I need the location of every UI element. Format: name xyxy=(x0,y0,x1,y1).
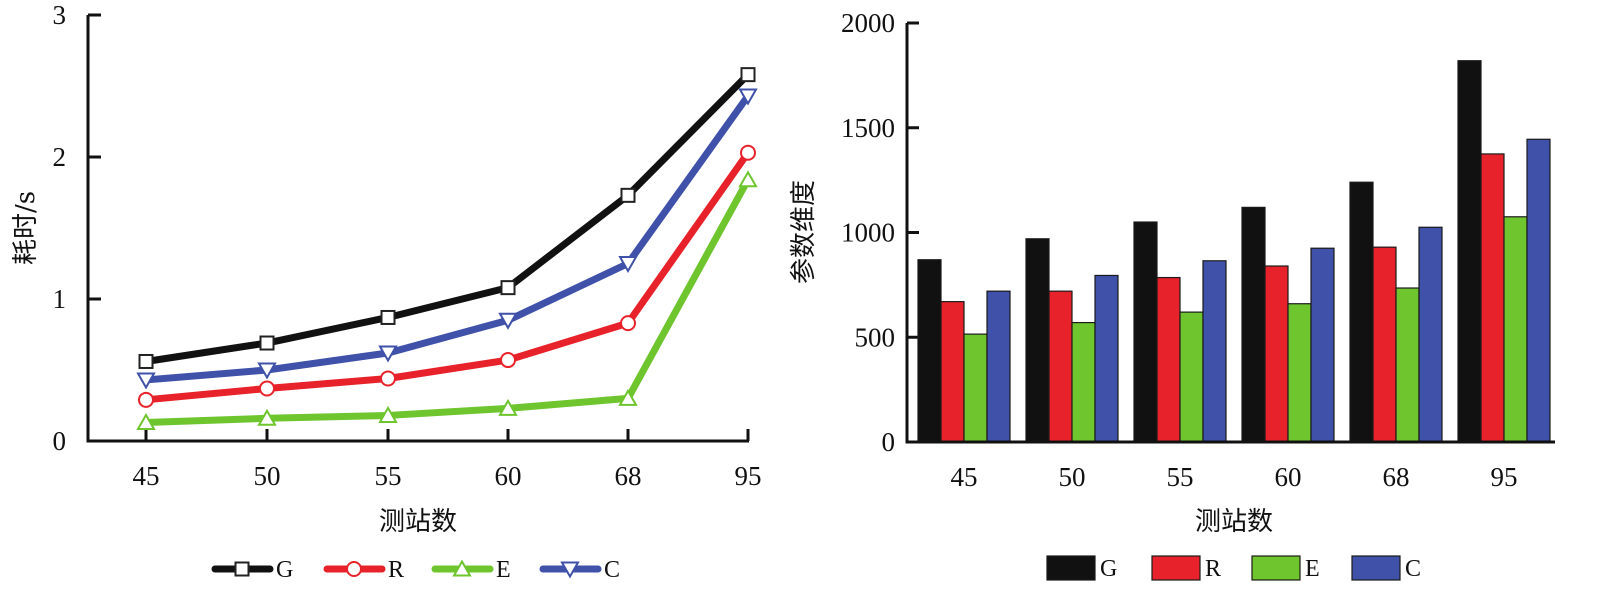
bar-E-50 xyxy=(1071,321,1096,443)
bar-chart-y-tick-label: 1000 xyxy=(841,218,895,248)
legend-label-G: G xyxy=(276,557,293,583)
bar-legend-label-C: C xyxy=(1405,556,1421,582)
legend-swatch-C xyxy=(1351,555,1401,581)
bar-C-60 xyxy=(1310,247,1335,443)
line-chart-x-tick-label: 60 xyxy=(495,461,522,491)
bar-G-68 xyxy=(1349,181,1374,443)
bar-R-95 xyxy=(1480,153,1505,443)
line-point-G-95 xyxy=(740,67,756,83)
bar-chart-y-tick-label: 0 xyxy=(882,427,896,457)
bar-chart-y-tick-label: 1500 xyxy=(841,113,895,143)
line-point-G-45 xyxy=(138,353,154,369)
bar-chart-y-tick-label: 2000 xyxy=(841,8,895,38)
line-point-E-60 xyxy=(498,398,518,416)
line-point-E-50 xyxy=(257,408,277,426)
bar-G-45 xyxy=(917,259,942,443)
line-point-G-68 xyxy=(620,187,636,203)
line-point-E-55 xyxy=(378,405,398,423)
bar-chart-x-tick-label: 95 xyxy=(1491,462,1518,492)
bar-R-50 xyxy=(1048,290,1073,443)
line-series-G xyxy=(142,71,752,365)
legend-label-C: C xyxy=(604,557,620,583)
legend-label-E: E xyxy=(496,557,511,583)
bar-chart-x-tick-label: 68 xyxy=(1383,462,1410,492)
line-point-C-95 xyxy=(738,88,758,106)
line-point-R-95 xyxy=(740,144,756,161)
bar-E-60 xyxy=(1287,303,1312,443)
line-point-R-50 xyxy=(259,380,275,397)
legend-marker-R xyxy=(346,561,362,577)
line-chart-y-tick-label: 2 xyxy=(53,142,67,172)
bar-R-55 xyxy=(1156,276,1181,443)
line-point-G-55 xyxy=(380,309,396,325)
line-chart-y-tick-label: 3 xyxy=(53,0,67,30)
bar-chart-ylabel: 参数维度 xyxy=(789,180,819,284)
bar-chart-dimension: 参数维度 测站数 0 500 1000 1500 2000 45 50 55 60 68 95 G R E… xyxy=(789,8,1555,582)
line-chart-x-tick-label: 55 xyxy=(375,461,402,491)
line-chart-ylabel: 耗时/s xyxy=(11,191,41,265)
bar-C-55 xyxy=(1202,260,1227,443)
line-chart-xlabel: 测站数 xyxy=(379,507,457,537)
line-point-R-55 xyxy=(380,370,396,387)
bar-C-50 xyxy=(1094,274,1119,443)
line-chart-x-tick-label: 45 xyxy=(133,461,160,491)
bar-legend-label-R: R xyxy=(1205,556,1221,582)
bar-chart-x-tick-label: 55 xyxy=(1167,462,1194,492)
bar-G-95 xyxy=(1457,60,1482,443)
line-chart-x-tick-label: 68 xyxy=(615,461,642,491)
line-point-C-45 xyxy=(136,372,156,390)
bar-C-45 xyxy=(986,290,1011,443)
line-chart-y-tick-label: 1 xyxy=(53,284,67,314)
legend-marker-G xyxy=(234,561,250,577)
line-point-G-60 xyxy=(500,280,516,296)
legend-marker-C xyxy=(560,561,580,579)
line-point-G-50 xyxy=(259,335,275,351)
line-point-E-68 xyxy=(618,388,638,406)
legend-swatch-R xyxy=(1151,555,1201,581)
line-point-C-60 xyxy=(498,312,518,330)
bar-G-60 xyxy=(1241,206,1266,443)
line-point-R-45 xyxy=(138,391,154,408)
line-chart-y-tick-label: 0 xyxy=(53,426,67,456)
line-series-E xyxy=(142,176,752,427)
bar-E-55 xyxy=(1179,311,1204,443)
bar-legend-label-E: E xyxy=(1305,556,1320,582)
legend-swatch-G xyxy=(1046,555,1096,581)
line-point-C-50 xyxy=(257,362,277,380)
bar-C-68 xyxy=(1418,226,1443,443)
line-point-C-55 xyxy=(378,345,398,363)
line-point-R-68 xyxy=(620,315,636,332)
bar-E-45 xyxy=(963,333,988,443)
line-series-C xyxy=(142,92,752,384)
legend-marker-E xyxy=(452,559,472,577)
bar-chart-x-tick-label: 45 xyxy=(951,462,978,492)
bar-chart-x-tick-label: 50 xyxy=(1059,462,1086,492)
bar-chart-xlabel: 测站数 xyxy=(1195,507,1273,537)
bar-G-55 xyxy=(1133,221,1158,443)
bar-G-50 xyxy=(1025,238,1050,443)
bar-chart-x-tick-label: 60 xyxy=(1275,462,1302,492)
line-chart-x-tick-label: 50 xyxy=(254,461,281,491)
bar-E-68 xyxy=(1395,287,1420,443)
line-chart-time: 耗时/s 测站数 0 1 2 3 45 50 55 60 68 95 G R E C xyxy=(11,0,762,583)
bar-C-95 xyxy=(1526,138,1551,443)
line-chart-x-tick-label: 95 xyxy=(735,461,762,491)
bar-legend-label-G: G xyxy=(1100,556,1117,582)
legend-swatch-E xyxy=(1251,555,1301,581)
bar-R-68 xyxy=(1372,246,1397,443)
line-point-R-60 xyxy=(500,352,516,369)
legend-label-R: R xyxy=(388,557,404,583)
bar-E-95 xyxy=(1503,216,1528,443)
line-point-E-95 xyxy=(738,170,758,188)
bar-R-45 xyxy=(940,301,965,443)
bar-R-60 xyxy=(1264,265,1289,443)
line-point-C-68 xyxy=(618,256,638,274)
bar-chart-y-tick-label: 500 xyxy=(855,322,896,352)
line-series-R xyxy=(142,149,752,404)
line-point-E-45 xyxy=(136,413,156,431)
